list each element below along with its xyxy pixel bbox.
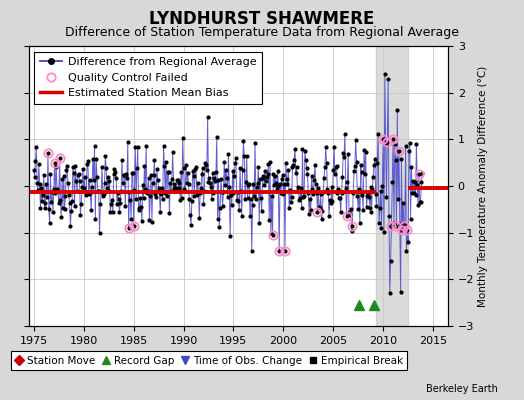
Text: Berkeley Earth: Berkeley Earth xyxy=(426,384,498,394)
Y-axis label: Monthly Temperature Anomaly Difference (°C): Monthly Temperature Anomaly Difference (… xyxy=(478,65,488,307)
Text: Difference of Station Temperature Data from Regional Average: Difference of Station Temperature Data f… xyxy=(65,26,459,39)
Legend: Station Move, Record Gap, Time of Obs. Change, Empirical Break: Station Move, Record Gap, Time of Obs. C… xyxy=(10,352,408,370)
Text: LYNDHURST SHAWMERE: LYNDHURST SHAWMERE xyxy=(149,10,375,28)
Bar xyxy=(376,46,408,326)
